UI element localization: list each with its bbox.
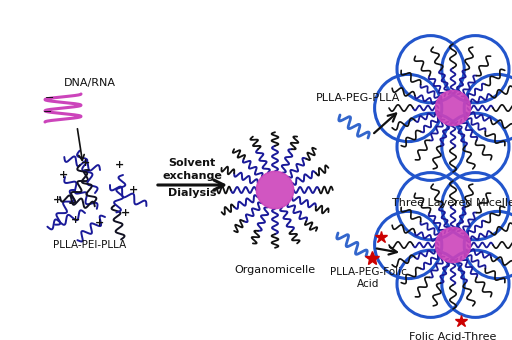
Text: Folic Acid-Three
Layered Micelle: Folic Acid-Three Layered Micelle [409, 332, 497, 340]
Text: Solvent: Solvent [168, 158, 216, 168]
Text: +: + [95, 218, 104, 228]
Text: +: + [120, 208, 130, 218]
Text: Organomicelle: Organomicelle [234, 265, 315, 275]
Text: PLLA-PEG-PLLA: PLLA-PEG-PLLA [316, 93, 400, 103]
Text: +: + [70, 215, 80, 225]
Text: +: + [129, 185, 138, 195]
Circle shape [257, 171, 294, 209]
Text: exchange: exchange [162, 171, 222, 181]
Circle shape [435, 90, 471, 125]
Text: Three Layered Micelle: Three Layered Micelle [392, 198, 512, 208]
Text: −: − [44, 107, 53, 117]
Text: −: − [46, 93, 55, 103]
Text: PLLA-PEI-PLLA: PLLA-PEI-PLLA [53, 240, 126, 250]
Text: Dialysis: Dialysis [168, 188, 216, 198]
Text: DNA/RNA: DNA/RNA [64, 78, 116, 88]
Text: +: + [52, 195, 61, 205]
Text: +: + [115, 160, 124, 170]
Text: +: + [80, 158, 90, 168]
Circle shape [435, 227, 471, 262]
Text: PLLA-PEG-Folic
Acid: PLLA-PEG-Folic Acid [330, 267, 407, 289]
Text: +: + [58, 170, 68, 180]
